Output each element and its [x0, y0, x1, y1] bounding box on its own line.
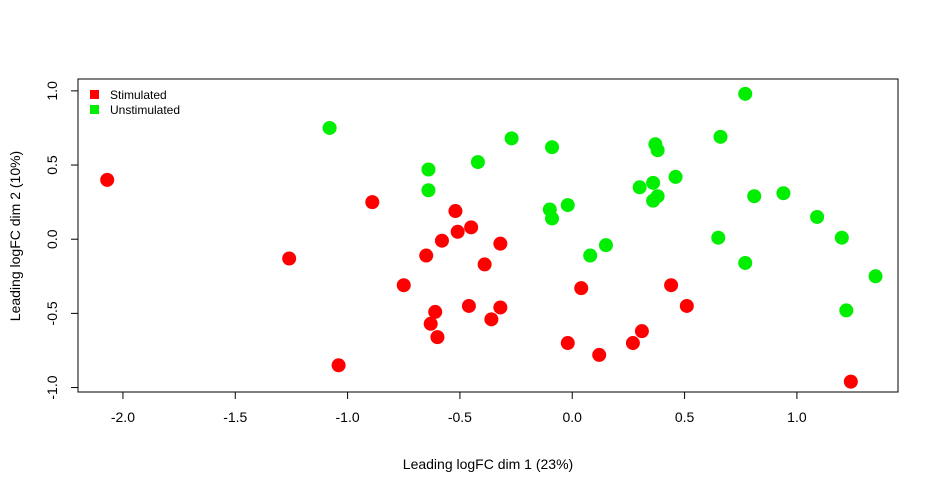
legend-swatch-stimulated — [90, 90, 99, 99]
x-tick-label: -0.5 — [448, 409, 472, 425]
point-unstimulated — [747, 189, 762, 204]
y-axis-title: Leading logFC dim 2 (10%) — [7, 151, 23, 321]
point-unstimulated — [711, 230, 726, 245]
point-unstimulated — [839, 303, 854, 318]
y-tick-label: 1.0 — [44, 81, 60, 101]
point-stimulated — [365, 195, 380, 210]
point-stimulated — [625, 336, 640, 351]
point-unstimulated — [632, 180, 647, 195]
point-stimulated — [679, 298, 694, 313]
legend-label-unstimulated: Unstimulated — [110, 103, 180, 117]
point-unstimulated — [650, 143, 665, 158]
x-tick-label: -1.5 — [223, 409, 247, 425]
legend-label-stimulated: Stimulated — [110, 88, 167, 102]
point-unstimulated — [713, 129, 728, 144]
y-axis: -1.0 -0.5 0.0 0.5 1.0 — [44, 81, 78, 400]
point-unstimulated — [421, 183, 436, 198]
point-unstimulated — [545, 140, 560, 155]
point-stimulated — [493, 300, 508, 315]
point-stimulated — [664, 278, 679, 293]
point-unstimulated — [650, 189, 665, 204]
x-tick-label: -2.0 — [111, 409, 135, 425]
x-axis-title: Leading logFC dim 1 (23%) — [403, 456, 573, 472]
point-stimulated — [100, 172, 115, 187]
point-stimulated — [560, 336, 575, 351]
point-unstimulated — [504, 131, 519, 146]
point-stimulated — [282, 251, 297, 266]
point-stimulated — [430, 330, 445, 345]
point-stimulated — [574, 281, 589, 296]
point-unstimulated — [560, 198, 575, 213]
point-unstimulated — [470, 155, 485, 170]
point-stimulated — [477, 257, 492, 272]
point-unstimulated — [834, 230, 849, 245]
point-stimulated — [434, 233, 449, 248]
point-stimulated — [464, 220, 479, 235]
point-stimulated — [843, 374, 858, 389]
y-tick-label: 0.5 — [44, 155, 60, 175]
point-unstimulated — [598, 238, 613, 253]
point-stimulated — [331, 358, 346, 373]
point-unstimulated — [738, 86, 753, 101]
point-stimulated — [428, 304, 443, 319]
point-unstimulated — [421, 162, 436, 177]
point-unstimulated — [868, 269, 883, 284]
point-stimulated — [448, 204, 463, 219]
x-tick-label: 1.0 — [787, 409, 807, 425]
point-unstimulated — [545, 211, 560, 226]
point-unstimulated — [322, 120, 337, 135]
point-stimulated — [461, 298, 476, 313]
point-stimulated — [396, 278, 411, 293]
point-stimulated — [450, 224, 465, 239]
plot-frame — [77, 78, 899, 393]
point-stimulated — [634, 324, 649, 339]
point-unstimulated — [668, 169, 683, 184]
point-stimulated — [423, 316, 438, 331]
point-unstimulated — [646, 175, 661, 190]
point-stimulated — [484, 312, 499, 327]
x-axis: -2.0 -1.5 -1.0 -0.5 0.0 0.5 1.0 — [111, 392, 807, 425]
point-unstimulated — [583, 248, 598, 263]
legend-swatch-unstimulated — [90, 105, 99, 114]
y-tick-label: -0.5 — [44, 301, 60, 325]
data-points — [100, 86, 883, 389]
x-tick-label: 0.5 — [675, 409, 695, 425]
y-tick-label: -1.0 — [44, 375, 60, 399]
x-tick-label: -1.0 — [336, 409, 360, 425]
point-stimulated — [419, 248, 434, 263]
point-stimulated — [592, 347, 607, 362]
point-unstimulated — [810, 209, 825, 224]
point-unstimulated — [776, 186, 791, 201]
y-tick-label: 0.0 — [44, 229, 60, 249]
point-stimulated — [493, 236, 508, 251]
x-tick-label: 0.0 — [563, 409, 583, 425]
point-unstimulated — [738, 255, 753, 270]
